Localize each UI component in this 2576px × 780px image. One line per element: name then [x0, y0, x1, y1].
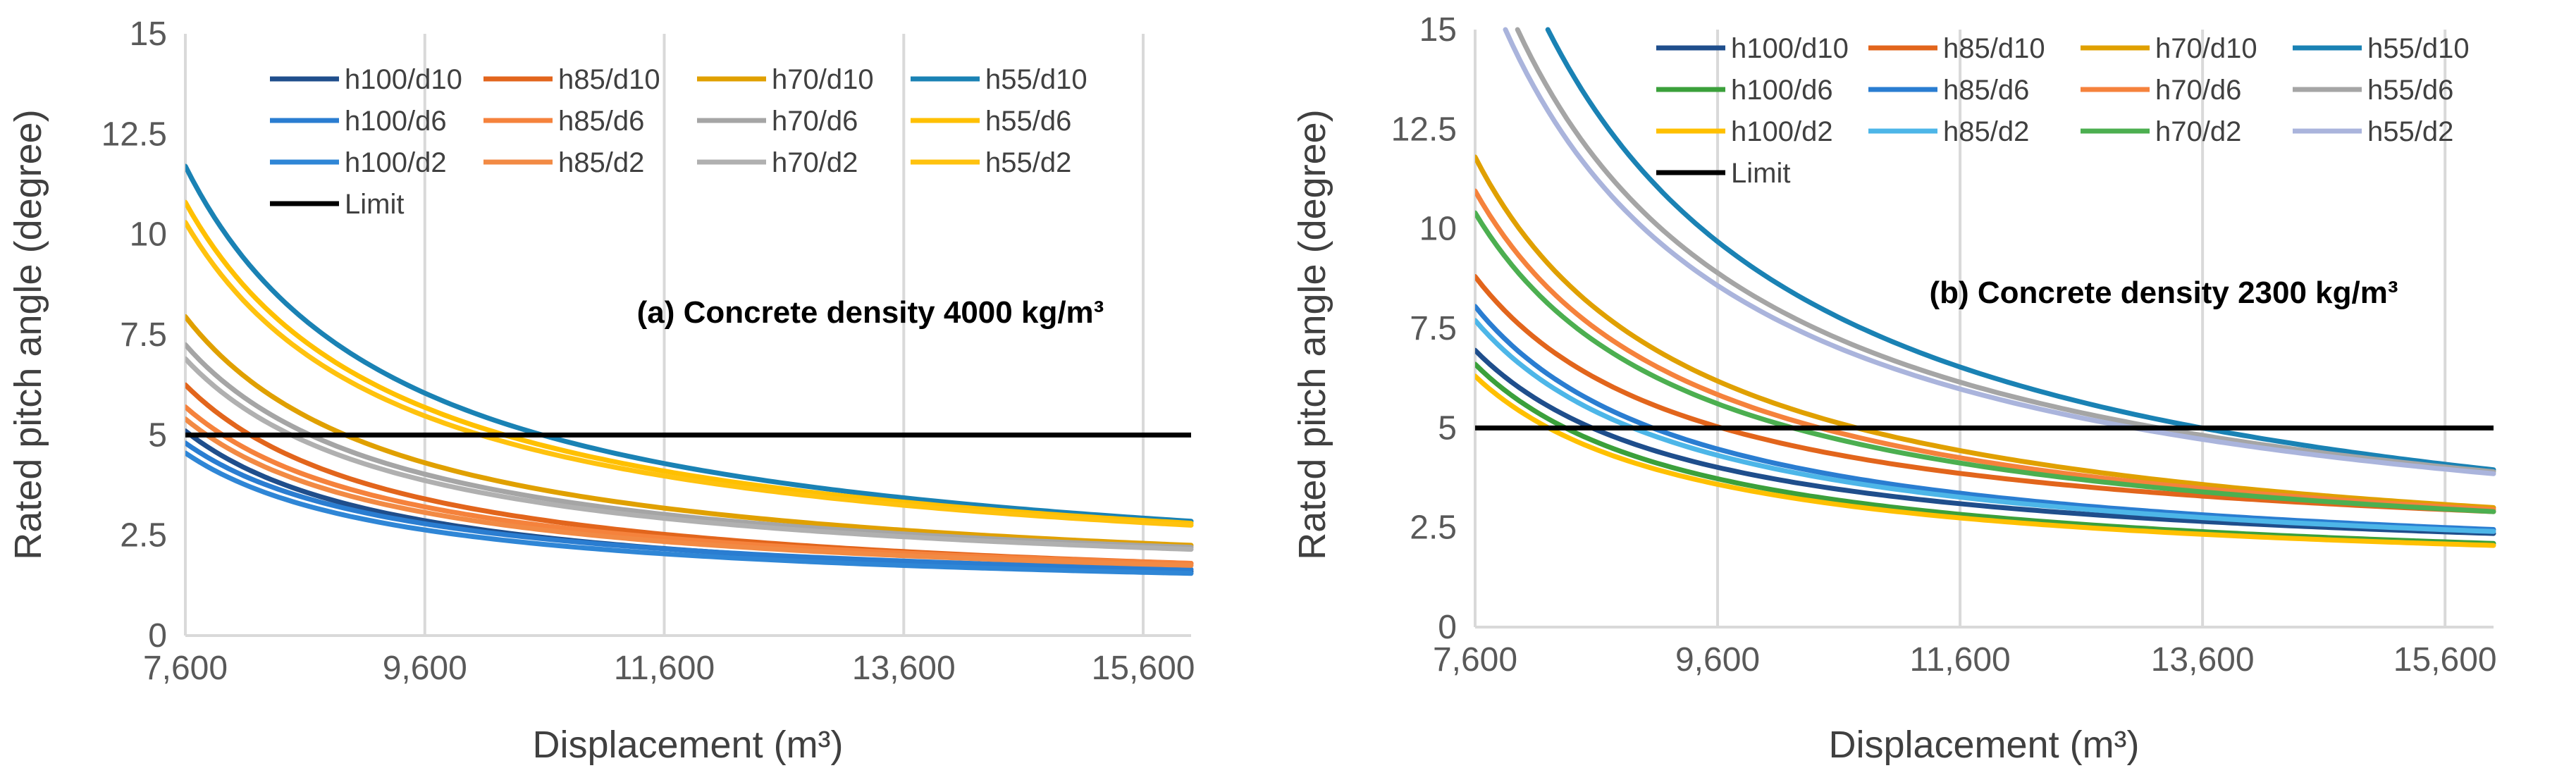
series-line-h70-d10	[185, 314, 1194, 548]
x-tick-label: 11,600	[614, 650, 715, 687]
legend-label: h55/d2	[2367, 116, 2453, 147]
axes-b	[1474, 30, 2494, 629]
x-tick-label: 7,600	[1433, 641, 1517, 679]
y-tick-label: 12.5	[101, 116, 167, 153]
legend-label: h55/d6	[985, 106, 1071, 137]
x-tick-label: 13,600	[2151, 641, 2255, 679]
series-line-h85-d2	[1475, 318, 2496, 534]
x-tick-label: 7,600	[143, 650, 228, 687]
x-axis-label-b: Displacement (m³)	[1828, 724, 2139, 766]
y-tick-label: 15	[1419, 11, 1457, 49]
y-tick-label: 2.5	[1410, 509, 1457, 547]
y-axis-label-a: Rated pitch angle (degree)	[7, 109, 49, 559]
series-line-h100-d6	[185, 440, 1194, 572]
series-line-h55-d2	[1503, 27, 2496, 476]
y-tick-label: 5	[148, 416, 167, 454]
ticks-b: 7,600 9,600 11,600 13,600 15,600 0 2.5 5 7.5 10 12…	[1391, 11, 2497, 679]
series-line-h55-d6	[1515, 27, 2496, 474]
series-group-a	[185, 163, 1194, 576]
series-line-h100-d10	[1475, 347, 2496, 536]
legend-label: h100/d2	[345, 147, 447, 178]
x-tick-label: 9,600	[383, 650, 467, 687]
x-tick-label: 9,600	[1675, 641, 1760, 679]
chart-panel-b: 7,600 9,600 11,600 13,600 15,600 0 2.5 5 7.5 10 12…	[1291, 11, 2497, 766]
legend-label: h100/d10	[345, 64, 462, 95]
legend-label: Limit	[345, 189, 404, 220]
legend-label: h70/d6	[2155, 75, 2241, 106]
y-tick-label: 10	[1419, 211, 1457, 248]
legend-label: h100/d6	[345, 106, 447, 137]
legend-label: h85/d6	[1943, 75, 2029, 106]
legend-label: Limit	[1731, 158, 1790, 189]
legend-label: h85/d6	[558, 106, 644, 137]
series-line-h55-d2	[185, 220, 1194, 528]
legend-label: h70/d2	[2155, 116, 2241, 147]
y-tick-label: 0	[148, 617, 167, 655]
series-line-h55-d10	[185, 163, 1194, 524]
legend-label: h70/d6	[772, 106, 858, 137]
legend-label: h85/d10	[1943, 33, 2045, 64]
legend-label: h100/d2	[1731, 116, 1833, 147]
x-tick-label: 11,600	[1909, 641, 2010, 679]
legend-label: h85/d2	[558, 147, 644, 178]
series-line-h85-d2	[185, 416, 1194, 568]
legend-b: h100/d10 h85/d10 h70/d10 h55/d10 h100/d6 h85/…	[1656, 33, 2470, 189]
legend-label: h100/d6	[1731, 75, 1833, 106]
series-line-h70-d2	[185, 356, 1194, 552]
legend-label: h55/d2	[985, 147, 1071, 178]
series-line-h100-d2	[1475, 373, 2496, 548]
series-line-h70-d2	[1475, 210, 2496, 514]
legend-label: h70/d10	[772, 64, 874, 95]
x-tick-label: 15,600	[1092, 650, 1195, 687]
axes-a	[184, 34, 1191, 637]
series-line-h55-d6	[185, 199, 1194, 526]
legend-label: h100/d10	[1731, 33, 1849, 64]
series-line-h55-d10	[1545, 27, 2496, 473]
y-tick-label: 2.5	[120, 517, 167, 555]
series-line-h70-d10	[1475, 154, 2496, 510]
legend-a: h100/d10 h85/d10 h70/d10 h55/d10 h100/d6 h85/…	[270, 64, 1087, 220]
series-group-b	[1475, 27, 2496, 548]
y-tick-label: 15	[130, 16, 167, 53]
y-tick-label: 7.5	[120, 316, 167, 354]
legend-label: h70/d10	[2155, 33, 2257, 64]
y-tick-label: 0	[1438, 609, 1457, 646]
x-axis-label-a: Displacement (m³)	[532, 724, 843, 766]
legend-label: h55/d6	[2367, 75, 2453, 106]
chart-panel-a: 7,600 9,600 11,600 13,600 15,600 0 2.5 5 7.5 10 12…	[7, 16, 1195, 766]
legend-label: h85/d10	[558, 64, 660, 95]
y-tick-label: 10	[130, 216, 167, 254]
legend-label: h70/d2	[772, 147, 858, 178]
y-tick-label: 12.5	[1391, 111, 1457, 148]
legend-label: h55/d10	[2367, 33, 2470, 64]
panel-annotation-b: (b) Concrete density 2300 kg/m³	[1929, 276, 2398, 310]
legend-label: h55/d10	[985, 64, 1087, 95]
x-tick-label: 13,600	[852, 650, 956, 687]
series-line-h70-d6	[1475, 188, 2496, 512]
ticks-a: 7,600 9,600 11,600 13,600 15,600 0 2.5 5 7.5 10 12…	[101, 16, 1195, 687]
panel-annotation-a: (a) Concrete density 4000 kg/m³	[637, 295, 1104, 330]
x-tick-label: 15,600	[2393, 641, 2497, 679]
y-tick-label: 5	[1438, 409, 1457, 447]
legend-label: h85/d2	[1943, 116, 2029, 147]
y-tick-label: 7.5	[1410, 310, 1457, 347]
series-line-h100-d2	[185, 450, 1194, 576]
y-axis-label-b: Rated pitch angle (degree)	[1291, 109, 1333, 559]
